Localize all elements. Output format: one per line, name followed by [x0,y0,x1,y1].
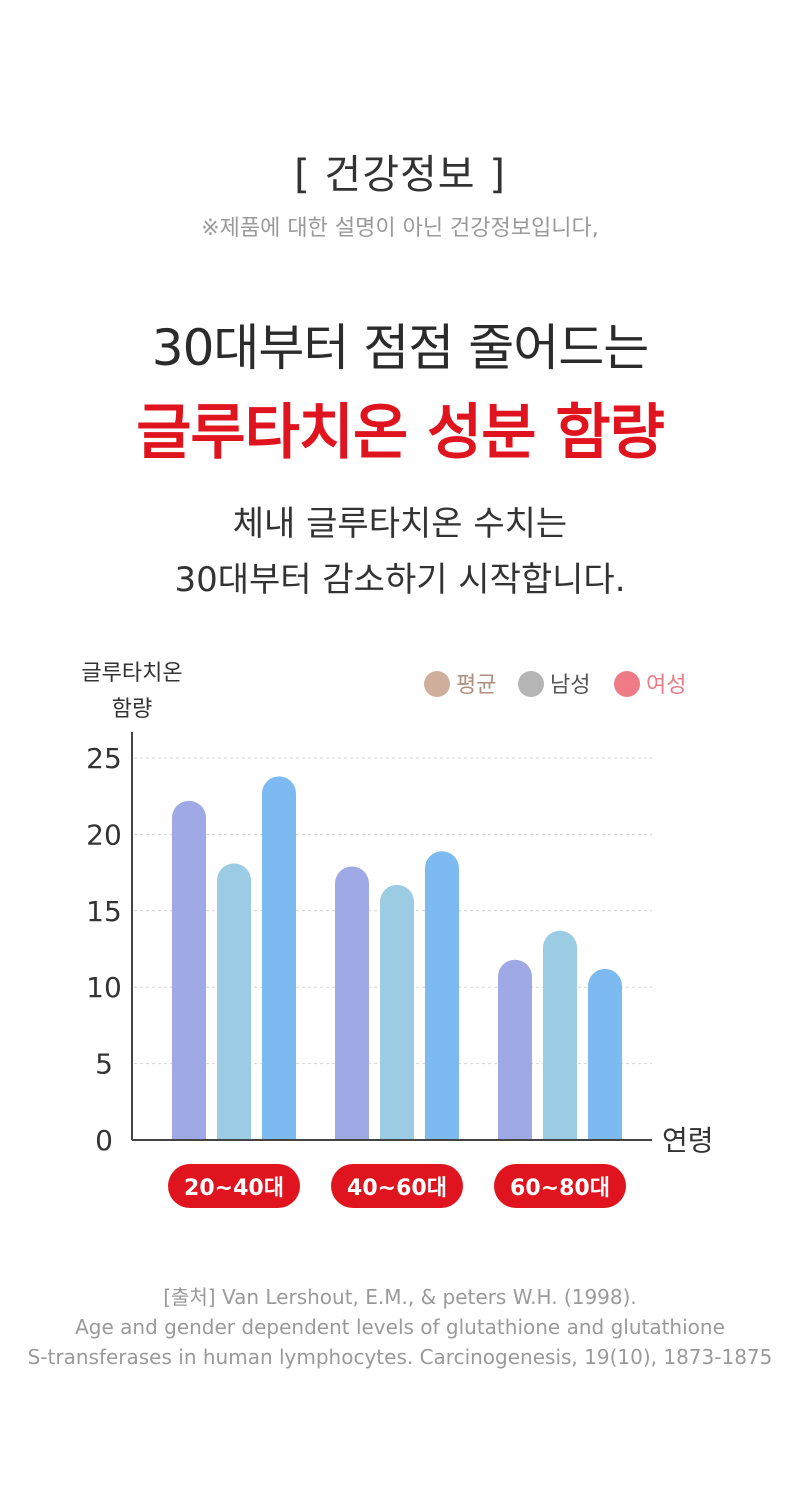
bar-female [588,968,622,1140]
y-tick-label: 5 [95,1048,113,1081]
category-pill: 60~80대 [494,1164,626,1208]
legend-swatch [518,671,544,697]
category-pill-background [331,1164,463,1208]
description-line-2: 30대부터 감소하기 시작합니다. [174,560,626,600]
legend-label: 남성 [550,673,590,698]
source-line-3: S-transferases in human lymphocytes. Car… [27,1345,773,1369]
x-axis-label: 연령 [662,1124,714,1157]
category-label: 20~40대 [184,1176,284,1201]
source-line-2: Age and gender dependent levels of gluta… [75,1315,725,1339]
section-tag: [ 건강정보 ] [294,152,506,198]
legend-swatch [424,671,450,697]
bar-average [498,959,532,1140]
y-tick-label: 0 [95,1124,113,1157]
headline-line-1: 30대부터 점점 줄어드는 [151,319,649,377]
bar-male [543,930,577,1140]
headline-line-2: 글루타치온 성분 함량 [136,398,665,468]
bar-male [380,884,414,1140]
category-pill: 20~40대 [168,1164,300,1208]
bar-average [335,866,369,1140]
source-citation: [출처] Van Lershout, E.M., & peters W.H. (… [0,1282,800,1372]
description-line-1: 체내 글루타치온 수치는 [232,504,568,544]
y-tick-label: 15 [86,895,122,928]
category-label: 40~60대 [347,1176,447,1201]
bar-female [425,851,459,1140]
health-info-notice: ※제품에 대한 설명이 아닌 건강정보입니다, [201,216,599,241]
y-tick-label: 20 [86,818,122,851]
bar-female [262,776,296,1140]
y-axis-label-line-1: 글루타치온 [81,661,182,686]
bar-male [217,863,251,1140]
source-line-1: [출처] Van Lershout, E.M., & peters W.H. (… [163,1285,637,1309]
category-label: 60~80대 [510,1176,610,1201]
bar-average [172,800,206,1140]
category-pill-background [168,1164,300,1208]
y-tick-label: 25 [86,742,122,775]
y-axis-ticks: 0 5 10 15 20 25 [86,742,122,1157]
legend-label: 여성 [646,673,686,698]
legend-swatch [614,671,640,697]
category-pill: 40~60대 [331,1164,463,1208]
y-tick-label: 10 [86,971,122,1004]
y-axis-label-line-2: 함량 [112,697,152,722]
chart-bars [172,776,622,1140]
glutathione-bar-chart: 글루타치온 함량 평균 남성 여성 0 5 10 15 20 25 연령 20~40대 40~6… [81,661,714,1208]
category-pill-background [494,1164,626,1208]
x-axis-categories: 20~40대 40~60대 60~80대 [168,1164,626,1208]
legend-label: 평균 [456,673,496,698]
chart-legend: 평균 남성 여성 [424,671,686,698]
